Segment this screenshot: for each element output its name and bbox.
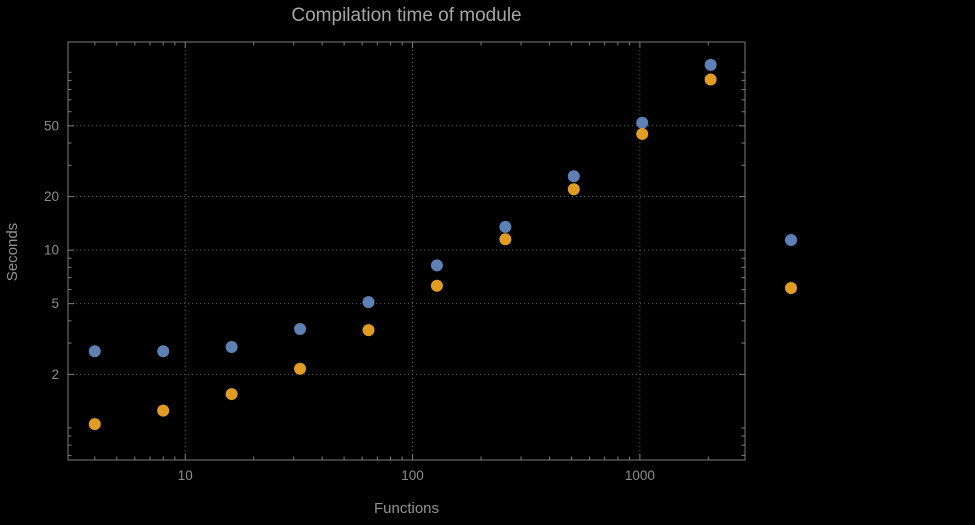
legend-marker [785,234,797,246]
data-point-series-2 [157,404,170,417]
data-point-series-1 [636,116,649,129]
data-point-series-1 [294,322,307,335]
x-tick-label: 100 [401,468,424,483]
y-tick-label: 10 [44,243,59,258]
data-point-series-1 [225,341,238,354]
chart-title: Compilation time of module [291,5,522,26]
data-point-series-2 [704,73,717,86]
legend-marker [785,282,797,294]
data-point-series-1 [567,170,580,183]
data-point-series-1 [499,220,512,233]
data-point-series-2 [636,127,649,140]
data-point-series-2 [499,233,512,246]
data-point-series-2 [430,279,443,292]
y-tick-label: 5 [51,296,59,311]
x-axis-label: Functions [373,500,440,517]
x-tick-label: 1000 [625,468,655,483]
data-point-series-1 [88,345,101,358]
x-tick-label: 10 [178,468,193,483]
data-point-series-2 [362,324,375,337]
plot-frame [67,41,746,461]
data-point-series-1 [430,259,443,272]
y-tick-label: 20 [44,189,59,204]
data-point-series-1 [362,296,375,309]
data-point-series-1 [704,58,717,71]
data-point-series-2 [225,388,238,401]
y-tick-label: 50 [44,118,59,133]
y-tick-label: 2 [51,367,59,382]
data-point-series-2 [88,418,101,431]
data-point-series-2 [294,362,307,375]
y-axis-label: Seconds [4,222,21,282]
data-point-series-1 [157,345,170,358]
data-point-series-2 [567,183,580,196]
